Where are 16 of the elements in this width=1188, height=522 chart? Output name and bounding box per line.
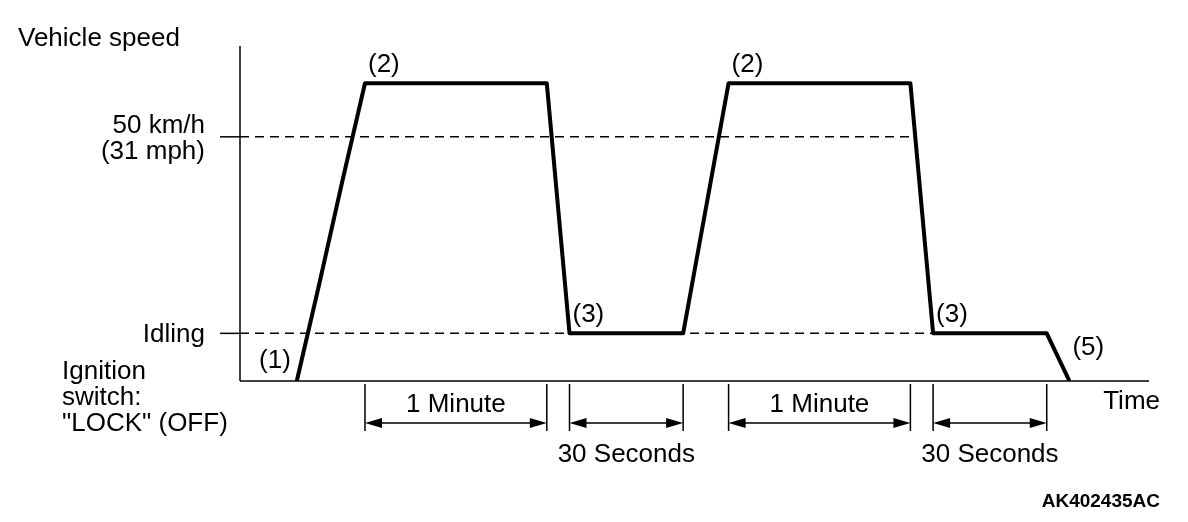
y-axis-title: Vehicle speed xyxy=(18,22,180,53)
text: 30 Seconds xyxy=(557,438,695,469)
x-axis-title: Time xyxy=(1103,385,1160,416)
annotation: (1) xyxy=(259,344,291,375)
text: Ignition switch: "LOCK" (OFF) xyxy=(62,355,228,438)
annotation: (2) xyxy=(731,48,764,79)
annotation: (3) xyxy=(572,298,605,329)
annotation: (5) xyxy=(1072,331,1105,362)
text: 1 Minute xyxy=(769,388,870,419)
ref-line-label: 50 km/h (31 mph) xyxy=(100,108,205,165)
text: 1 Minute xyxy=(406,388,506,419)
annotation: (2) xyxy=(367,48,400,79)
annotation: (3) xyxy=(936,298,968,329)
text: AK402435AC xyxy=(1041,489,1161,511)
text: 30 Seconds xyxy=(921,438,1059,469)
ref-line-label: Idling xyxy=(142,318,205,349)
